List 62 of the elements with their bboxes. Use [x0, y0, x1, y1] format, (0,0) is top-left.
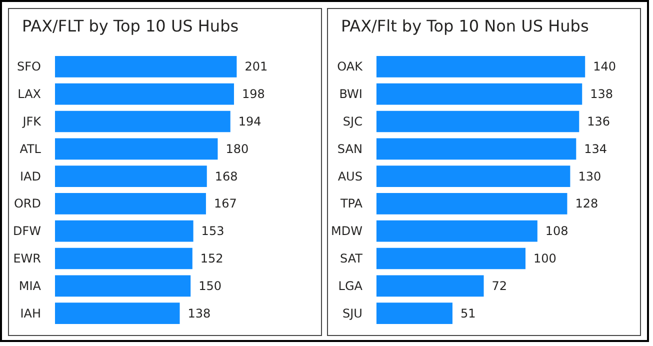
y-tick-label: ATL — [20, 142, 42, 156]
y-tick-label: TPA — [339, 196, 364, 211]
bar — [376, 138, 576, 160]
y-tick-label: SAN — [337, 142, 362, 156]
y-tick-label: EWR — [13, 252, 41, 266]
bar — [376, 110, 580, 132]
y-tick-label: AUS — [338, 169, 362, 184]
data-label: 138 — [590, 87, 614, 102]
bar — [55, 193, 206, 214]
bar — [55, 302, 180, 324]
y-tick-label: LAX — [18, 87, 41, 102]
y-tick-label: DFW — [12, 224, 42, 238]
bar — [55, 110, 230, 132]
y-tick-label: IAD — [20, 169, 41, 184]
y-tick-label: SAT — [340, 252, 364, 266]
bar — [55, 138, 218, 160]
bar — [376, 248, 526, 270]
y-tick-label: SJU — [342, 306, 362, 320]
data-label: 167 — [214, 196, 237, 211]
bar — [376, 56, 586, 78]
data-label: 128 — [575, 196, 598, 211]
data-label: 152 — [200, 252, 224, 266]
y-tick-label: SFO — [17, 60, 41, 74]
data-label: 134 — [584, 142, 608, 156]
data-label: 108 — [545, 224, 568, 238]
bar — [376, 166, 570, 187]
data-label: 150 — [198, 278, 222, 293]
y-tick-label: SJC — [342, 114, 362, 128]
data-label: 194 — [238, 114, 262, 128]
data-label: 51 — [460, 306, 476, 320]
bar — [376, 302, 452, 324]
data-label: 201 — [244, 60, 268, 74]
data-label: 72 — [492, 278, 508, 293]
y-tick-label: ORD — [14, 196, 41, 211]
bar — [55, 83, 234, 105]
data-label: 140 — [593, 60, 616, 74]
y-tick-label: JFK — [22, 114, 42, 128]
data-label: 130 — [578, 169, 602, 184]
bar — [376, 220, 538, 242]
data-label: 198 — [242, 87, 265, 102]
bar — [55, 248, 192, 270]
y-tick-label: BWI — [339, 87, 362, 102]
data-label: 138 — [188, 306, 211, 320]
y-tick-label: MDW — [330, 224, 363, 238]
y-tick-label: MIA — [18, 278, 42, 293]
y-tick-label: IAH — [20, 306, 41, 320]
data-label: 168 — [214, 169, 238, 184]
bar — [55, 56, 237, 78]
bar — [376, 275, 484, 297]
bar — [55, 275, 191, 297]
chart-title: PAX/FLT by Top 10 US Hubs — [22, 16, 239, 36]
data-label: 180 — [226, 142, 249, 156]
y-tick-label: OAK — [337, 60, 364, 74]
data-label: 153 — [201, 224, 224, 238]
y-tick-label: LGA — [338, 278, 364, 293]
bar — [55, 220, 194, 242]
bar — [55, 166, 207, 187]
chart-title: PAX/Flt by Top 10 Non US Hubs — [341, 16, 589, 36]
bar — [376, 83, 582, 105]
bar — [376, 193, 568, 214]
data-label: 136 — [587, 114, 610, 128]
data-label: 100 — [533, 252, 556, 266]
